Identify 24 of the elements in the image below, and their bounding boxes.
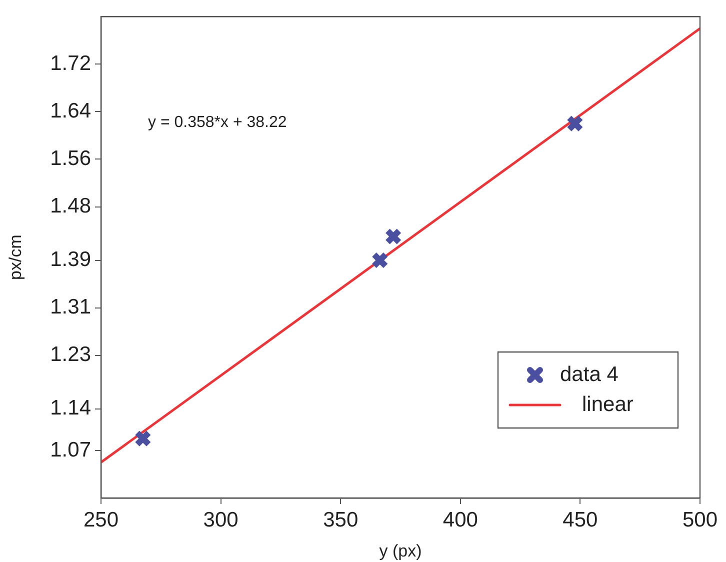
y-axis-title: px/cm	[6, 234, 25, 280]
y-tick-label: 1.39	[50, 248, 91, 272]
x-tick-label: 250	[83, 508, 119, 532]
x-tick-label: 350	[323, 508, 358, 532]
point	[134, 430, 152, 448]
x-tick-label: 400	[442, 508, 478, 532]
x-tick-label: 300	[203, 508, 238, 532]
point	[371, 252, 389, 269]
x-tick-label: 500	[682, 508, 718, 532]
legend-label: data 4	[560, 362, 619, 386]
point	[566, 114, 584, 132]
x-tick-label: 450	[562, 508, 598, 532]
y-tick-label: 1.48	[50, 194, 91, 218]
point	[384, 228, 402, 246]
y-tick-label: 1.23	[50, 343, 91, 366]
y-tick-label: 1.72	[50, 52, 91, 75]
y-tick-label: 1.07	[50, 438, 91, 462]
x-axis-title: y (px)	[379, 541, 422, 560]
legend-label: linear	[582, 392, 634, 416]
y-tick-label: 1.31	[50, 296, 91, 319]
y-tick-label: 1.64	[50, 99, 92, 122]
annotation: y = 0.358*x + 38.22	[148, 114, 287, 132]
y-tick-label: 1.56	[50, 147, 91, 170]
y-tick-label: 1.14	[50, 396, 92, 420]
